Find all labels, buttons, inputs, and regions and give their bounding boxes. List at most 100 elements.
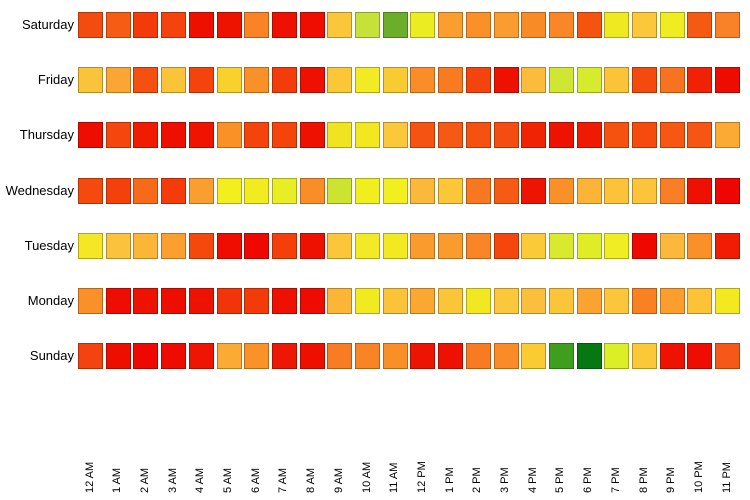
heatmap-cell[interactable] bbox=[188, 287, 214, 314]
heatmap-cell[interactable] bbox=[271, 67, 297, 94]
heatmap-cell[interactable] bbox=[465, 232, 491, 259]
heatmap-cell[interactable] bbox=[715, 67, 741, 94]
heatmap-cell[interactable] bbox=[548, 232, 574, 259]
heatmap-cell[interactable] bbox=[355, 232, 380, 259]
heatmap-cell[interactable] bbox=[355, 12, 380, 38]
heatmap-cell[interactable] bbox=[382, 12, 408, 38]
heatmap-cell[interactable] bbox=[548, 177, 574, 204]
heatmap-cell[interactable] bbox=[161, 287, 187, 314]
heatmap-cell[interactable] bbox=[659, 12, 685, 38]
heatmap-cell[interactable] bbox=[355, 122, 380, 149]
heatmap-cell[interactable] bbox=[78, 177, 103, 204]
heatmap-cell[interactable] bbox=[576, 232, 602, 259]
heatmap-cell[interactable] bbox=[216, 67, 242, 94]
heatmap-cell[interactable] bbox=[216, 12, 242, 38]
heatmap-cell[interactable] bbox=[715, 177, 741, 204]
heatmap-cell[interactable] bbox=[604, 67, 630, 94]
heatmap-cell[interactable] bbox=[133, 12, 159, 38]
heatmap-cell[interactable] bbox=[271, 343, 297, 370]
heatmap-cell[interactable] bbox=[105, 287, 131, 314]
heatmap-cell[interactable] bbox=[632, 232, 657, 259]
heatmap-cell[interactable] bbox=[687, 67, 713, 94]
heatmap-cell[interactable] bbox=[687, 287, 713, 314]
heatmap-cell[interactable] bbox=[105, 177, 131, 204]
heatmap-cell[interactable] bbox=[659, 67, 685, 94]
heatmap-cell[interactable] bbox=[105, 232, 131, 259]
heatmap-cell[interactable] bbox=[105, 343, 131, 370]
heatmap-cell[interactable] bbox=[244, 232, 270, 259]
heatmap-cell[interactable] bbox=[465, 12, 491, 38]
heatmap-cell[interactable] bbox=[133, 67, 159, 94]
heatmap-cell[interactable] bbox=[271, 232, 297, 259]
heatmap-cell[interactable] bbox=[465, 67, 491, 94]
heatmap-cell[interactable] bbox=[244, 343, 270, 370]
heatmap-cell[interactable] bbox=[299, 12, 325, 38]
heatmap-cell[interactable] bbox=[216, 122, 242, 149]
heatmap-cell[interactable] bbox=[271, 177, 297, 204]
heatmap-cell[interactable] bbox=[188, 343, 214, 370]
heatmap-cell[interactable] bbox=[244, 287, 270, 314]
heatmap-cell[interactable] bbox=[299, 177, 325, 204]
heatmap-cell[interactable] bbox=[632, 343, 657, 370]
heatmap-cell[interactable] bbox=[327, 12, 353, 38]
heatmap-cell[interactable] bbox=[133, 232, 159, 259]
heatmap-cell[interactable] bbox=[78, 287, 103, 314]
heatmap-cell[interactable] bbox=[161, 12, 187, 38]
heatmap-cell[interactable] bbox=[355, 177, 380, 204]
heatmap-cell[interactable] bbox=[493, 122, 519, 149]
heatmap-cell[interactable] bbox=[576, 287, 602, 314]
heatmap-cell[interactable] bbox=[244, 122, 270, 149]
heatmap-cell[interactable] bbox=[78, 12, 103, 38]
heatmap-cell[interactable] bbox=[410, 122, 436, 149]
heatmap-cell[interactable] bbox=[687, 232, 713, 259]
heatmap-cell[interactable] bbox=[327, 343, 353, 370]
heatmap-cell[interactable] bbox=[438, 122, 464, 149]
heatmap-cell[interactable] bbox=[271, 122, 297, 149]
heatmap-cell[interactable] bbox=[161, 343, 187, 370]
heatmap-cell[interactable] bbox=[659, 287, 685, 314]
heatmap-cell[interactable] bbox=[604, 12, 630, 38]
heatmap-cell[interactable] bbox=[410, 67, 436, 94]
heatmap-cell[interactable] bbox=[438, 177, 464, 204]
heatmap-cell[interactable] bbox=[465, 287, 491, 314]
heatmap-cell[interactable] bbox=[632, 122, 657, 149]
heatmap-cell[interactable] bbox=[604, 287, 630, 314]
heatmap-cell[interactable] bbox=[299, 122, 325, 149]
heatmap-cell[interactable] bbox=[355, 67, 380, 94]
heatmap-cell[interactable] bbox=[216, 287, 242, 314]
heatmap-cell[interactable] bbox=[78, 343, 103, 370]
heatmap-cell[interactable] bbox=[715, 122, 741, 149]
heatmap-cell[interactable] bbox=[133, 177, 159, 204]
heatmap-cell[interactable] bbox=[632, 177, 657, 204]
heatmap-cell[interactable] bbox=[632, 287, 657, 314]
heatmap-cell[interactable] bbox=[382, 232, 408, 259]
heatmap-cell[interactable] bbox=[78, 67, 103, 94]
heatmap-cell[interactable] bbox=[604, 343, 630, 370]
heatmap-cell[interactable] bbox=[659, 232, 685, 259]
heatmap-cell[interactable] bbox=[271, 12, 297, 38]
heatmap-cell[interactable] bbox=[327, 177, 353, 204]
heatmap-cell[interactable] bbox=[576, 12, 602, 38]
heatmap-cell[interactable] bbox=[299, 232, 325, 259]
heatmap-cell[interactable] bbox=[105, 12, 131, 38]
heatmap-cell[interactable] bbox=[105, 122, 131, 149]
heatmap-cell[interactable] bbox=[327, 287, 353, 314]
heatmap-cell[interactable] bbox=[687, 343, 713, 370]
heatmap-cell[interactable] bbox=[493, 177, 519, 204]
heatmap-cell[interactable] bbox=[410, 232, 436, 259]
heatmap-cell[interactable] bbox=[521, 287, 547, 314]
heatmap-cell[interactable] bbox=[493, 67, 519, 94]
heatmap-cell[interactable] bbox=[438, 12, 464, 38]
heatmap-cell[interactable] bbox=[715, 287, 741, 314]
heatmap-cell[interactable] bbox=[632, 67, 657, 94]
heatmap-cell[interactable] bbox=[438, 67, 464, 94]
heatmap-cell[interactable] bbox=[548, 12, 574, 38]
heatmap-cell[interactable] bbox=[78, 122, 103, 149]
heatmap-cell[interactable] bbox=[410, 12, 436, 38]
heatmap-cell[interactable] bbox=[188, 232, 214, 259]
heatmap-cell[interactable] bbox=[548, 122, 574, 149]
heatmap-cell[interactable] bbox=[604, 122, 630, 149]
heatmap-cell[interactable] bbox=[521, 12, 547, 38]
heatmap-cell[interactable] bbox=[687, 122, 713, 149]
heatmap-cell[interactable] bbox=[382, 343, 408, 370]
